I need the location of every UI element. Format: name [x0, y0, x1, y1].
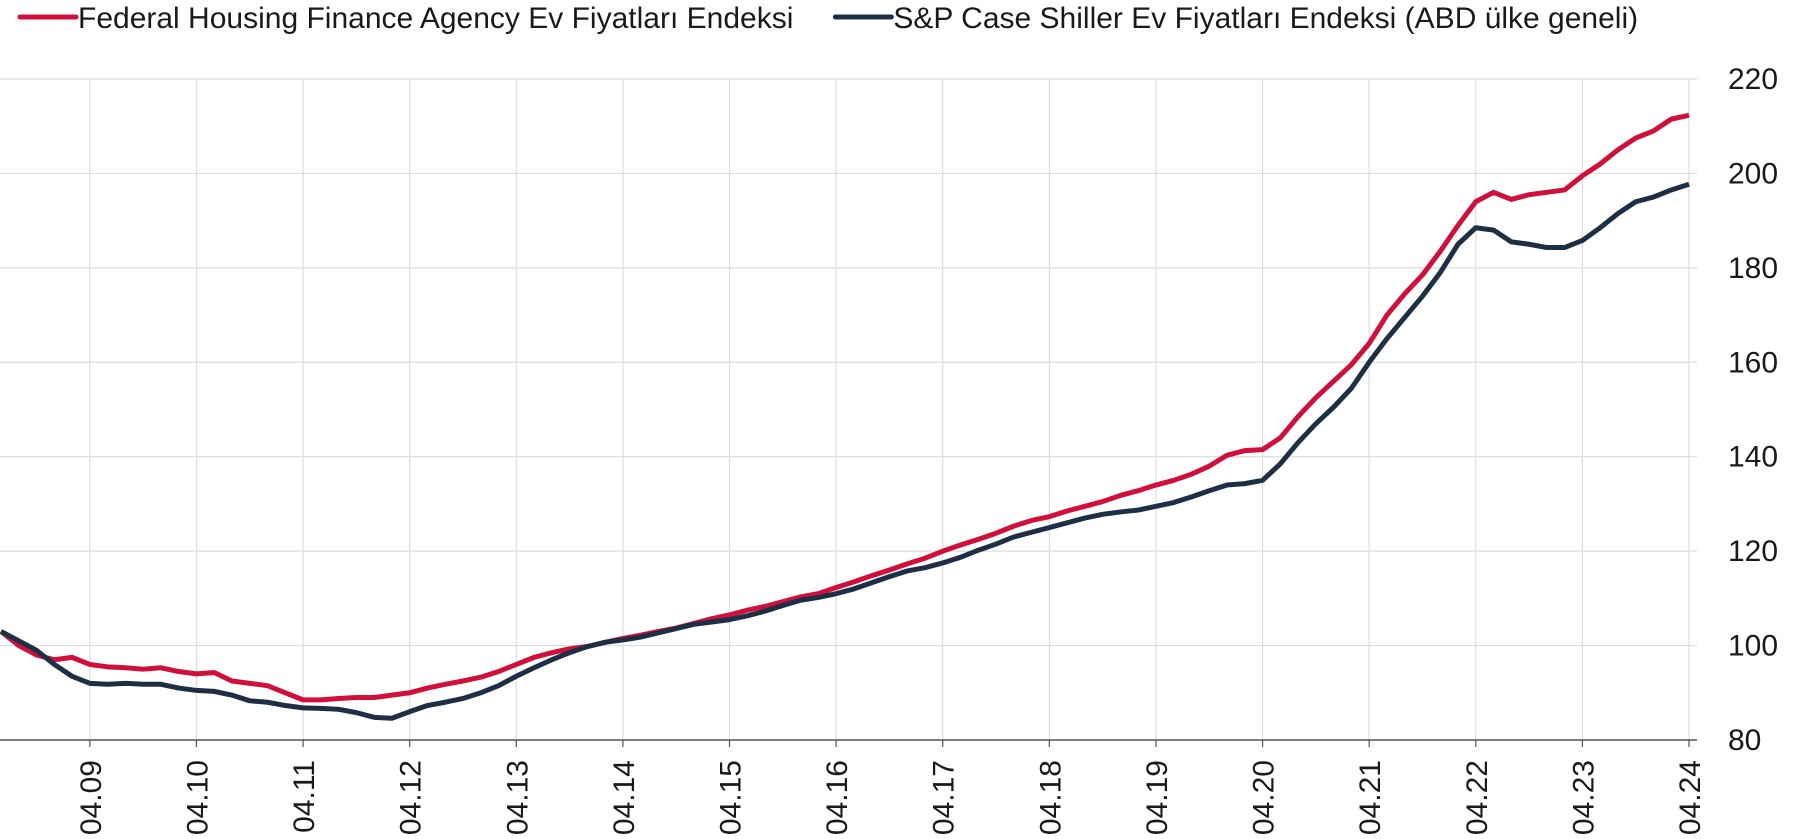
x-tick-label: 04.09	[75, 760, 108, 835]
y-tick-label: 180	[1728, 252, 1778, 285]
y-tick-label: 100	[1728, 630, 1778, 663]
series-line	[0, 181, 1690, 721]
y-tick-label: 140	[1728, 441, 1778, 474]
y-tick-label: 80	[1728, 724, 1761, 757]
x-tick-label: 04.18	[1034, 760, 1067, 835]
x-tick-label: 04.11	[288, 760, 321, 833]
x-tick-label: 04.22	[1461, 760, 1494, 835]
x-tick-label: 04.20	[1248, 760, 1281, 835]
y-tick-label: 200	[1728, 157, 1778, 190]
x-tick-label: 04.10	[181, 760, 214, 835]
x-tick-label: 04.21	[1354, 760, 1387, 835]
x-tick-label: 04.12	[395, 760, 428, 835]
legend-label: Federal Housing Finance Agency Ev Fiyatl…	[78, 2, 793, 35]
y-tick-label: 120	[1728, 535, 1778, 568]
x-tick-label: 04.14	[608, 760, 641, 835]
x-tick-label: 04.15	[715, 760, 748, 835]
series-line	[0, 112, 1690, 703]
x-tick-label: 04.13	[501, 760, 534, 835]
x-tick-label: 04.23	[1567, 760, 1600, 835]
y-tick-label: 220	[1728, 63, 1778, 96]
y-tick-label: 160	[1728, 346, 1778, 379]
legend-label: S&P Case Shiller Ev Fiyatları Endeksi (A…	[893, 2, 1638, 35]
x-tick-label: 04.24	[1674, 760, 1707, 835]
x-tick-label: 04.17	[928, 760, 961, 835]
x-tick-label: 04.19	[1141, 760, 1174, 835]
x-tick-label: 04.16	[821, 760, 854, 835]
